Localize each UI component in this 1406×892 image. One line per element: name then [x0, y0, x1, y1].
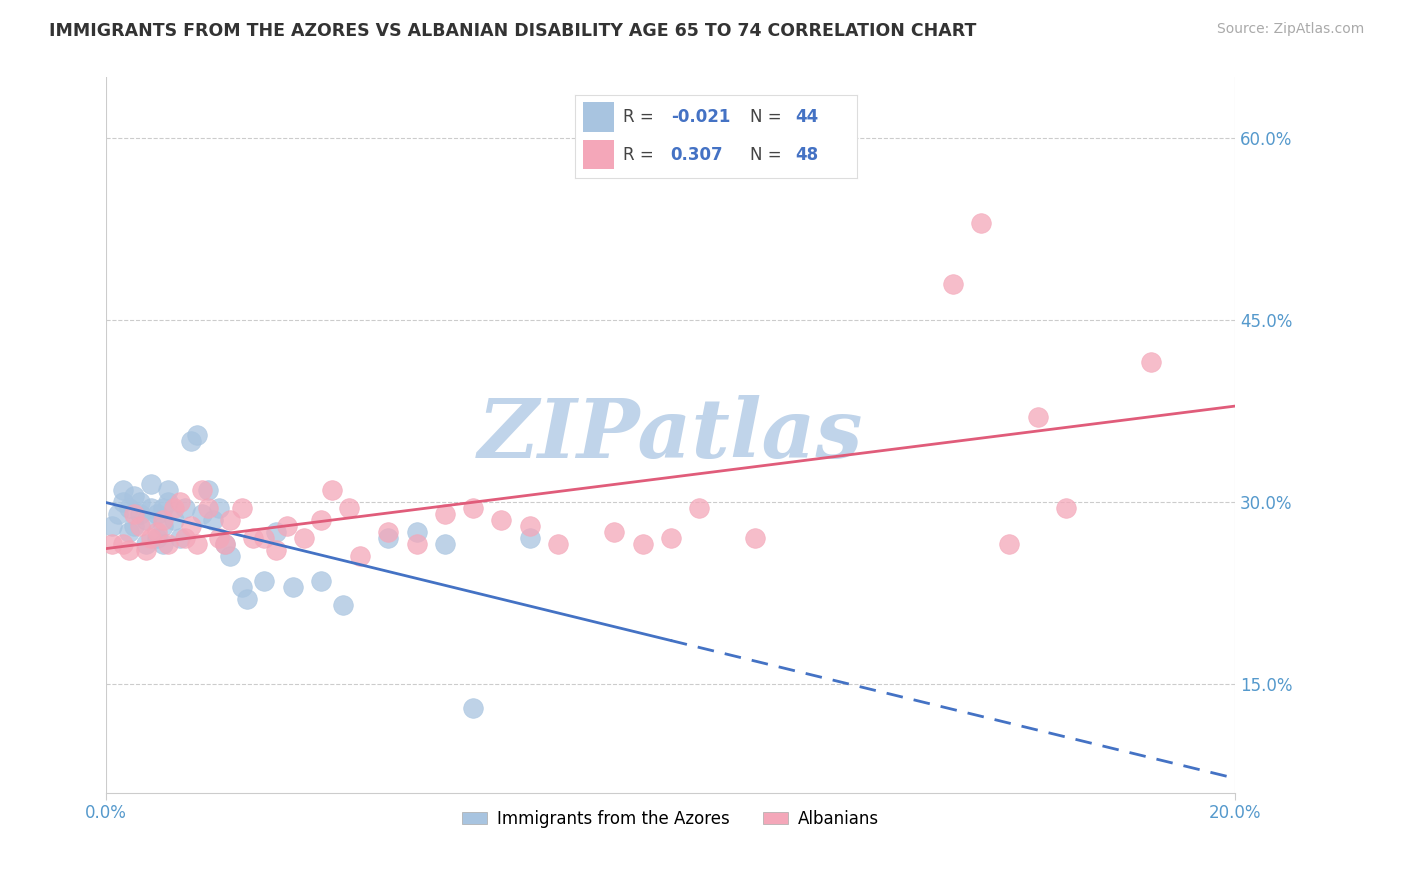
Point: [433, 537, 456, 551]
Point: [405, 537, 427, 551]
Point: [163, 513, 186, 527]
Point: [191, 483, 214, 497]
Point: [349, 549, 371, 564]
Point: [463, 700, 485, 714]
Point: [631, 537, 654, 551]
Point: [998, 537, 1021, 551]
Point: [405, 524, 427, 539]
Point: [174, 500, 197, 515]
Point: [197, 483, 219, 497]
Point: [101, 519, 124, 533]
Point: [146, 531, 169, 545]
Point: [214, 537, 236, 551]
Point: [547, 537, 569, 551]
Point: [219, 549, 242, 564]
Point: [118, 543, 141, 558]
Point: [107, 507, 129, 521]
Point: [603, 524, 626, 539]
Point: [152, 519, 174, 533]
Point: [112, 494, 135, 508]
Point: [186, 428, 208, 442]
Point: [129, 519, 152, 533]
Point: [332, 598, 354, 612]
Point: [491, 513, 513, 527]
Point: [688, 500, 710, 515]
Point: [253, 531, 276, 545]
Point: [124, 489, 146, 503]
Point: [141, 531, 163, 545]
Point: [264, 543, 287, 558]
Point: [169, 494, 191, 508]
Point: [180, 519, 202, 533]
Point: [146, 524, 169, 539]
Point: [101, 537, 124, 551]
Point: [174, 531, 197, 545]
Point: [659, 531, 682, 545]
Legend: Immigrants from the Azores, Albanians: Immigrants from the Azores, Albanians: [456, 803, 886, 834]
Point: [118, 500, 141, 515]
Point: [281, 580, 304, 594]
Point: [214, 537, 236, 551]
Point: [112, 483, 135, 497]
Point: [321, 483, 343, 497]
Point: [152, 513, 174, 527]
Point: [377, 531, 399, 545]
Point: [1139, 355, 1161, 369]
Point: [377, 524, 399, 539]
Point: [135, 513, 157, 527]
Point: [129, 507, 152, 521]
Point: [242, 531, 264, 545]
Point: [191, 507, 214, 521]
Point: [264, 524, 287, 539]
Point: [309, 513, 332, 527]
Point: [208, 531, 231, 545]
Point: [186, 537, 208, 551]
Point: [124, 519, 146, 533]
Point: [152, 537, 174, 551]
Point: [219, 513, 242, 527]
Point: [118, 524, 141, 539]
Point: [197, 500, 219, 515]
Point: [236, 591, 259, 606]
Point: [157, 537, 180, 551]
Point: [202, 513, 225, 527]
Point: [942, 277, 965, 291]
Point: [1026, 409, 1049, 424]
Point: [135, 543, 157, 558]
Point: [253, 574, 276, 588]
Point: [141, 476, 163, 491]
Point: [124, 507, 146, 521]
Point: [112, 537, 135, 551]
Point: [970, 216, 993, 230]
Point: [276, 519, 298, 533]
Text: ZIPatlas: ZIPatlas: [478, 395, 863, 475]
Point: [141, 500, 163, 515]
Point: [519, 519, 541, 533]
Text: Source: ZipAtlas.com: Source: ZipAtlas.com: [1216, 22, 1364, 37]
Point: [157, 483, 180, 497]
Point: [135, 537, 157, 551]
Point: [152, 500, 174, 515]
Point: [519, 531, 541, 545]
Point: [463, 500, 485, 515]
Point: [309, 574, 332, 588]
Point: [231, 580, 253, 594]
Point: [129, 494, 152, 508]
Point: [180, 434, 202, 449]
Point: [744, 531, 766, 545]
Text: IMMIGRANTS FROM THE AZORES VS ALBANIAN DISABILITY AGE 65 TO 74 CORRELATION CHART: IMMIGRANTS FROM THE AZORES VS ALBANIAN D…: [49, 22, 977, 40]
Point: [208, 500, 231, 515]
Point: [146, 507, 169, 521]
Point: [231, 500, 253, 515]
Point: [169, 531, 191, 545]
Point: [1054, 500, 1077, 515]
Point: [337, 500, 360, 515]
Point: [292, 531, 315, 545]
Point: [163, 500, 186, 515]
Point: [433, 507, 456, 521]
Point: [157, 494, 180, 508]
